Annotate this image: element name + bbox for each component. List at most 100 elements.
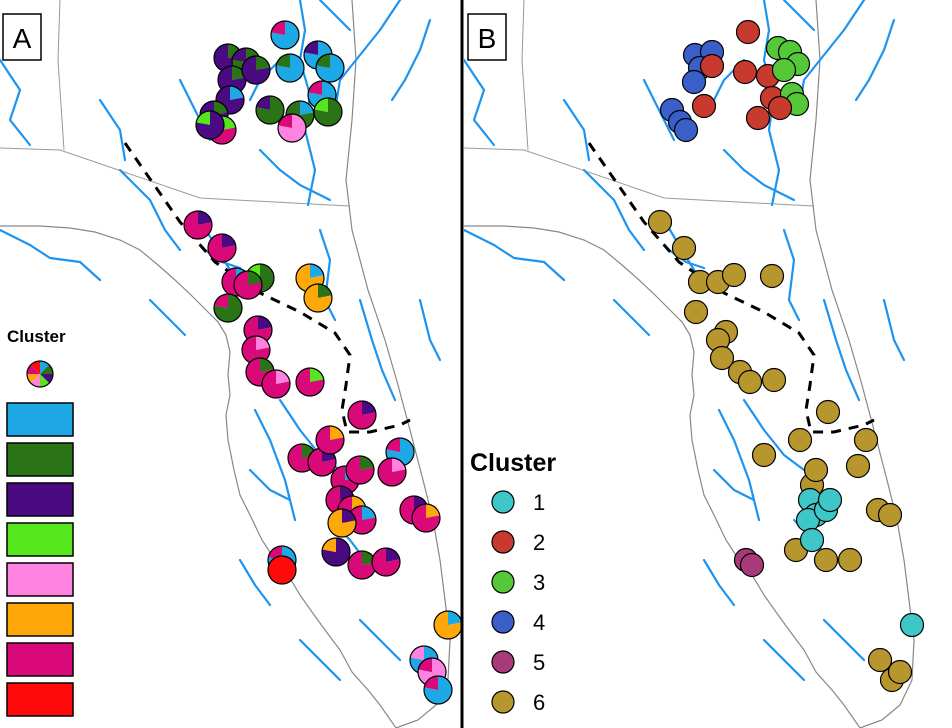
river: [702, 558, 736, 607]
legend-b-item: 1: [491, 490, 545, 515]
pie-outline: [195, 110, 225, 140]
pie-slice: [196, 111, 210, 125]
pie-slice: [214, 294, 228, 308]
pie-slice: [222, 234, 236, 248]
pie-slice: [248, 271, 262, 285]
pie-outline: [411, 503, 441, 533]
legend-dot: [491, 690, 515, 714]
cluster-dot: [899, 612, 925, 638]
cluster-dot: [877, 502, 903, 528]
pie-slice: [198, 211, 212, 225]
pie-slice: [328, 509, 356, 537]
pie-slice: [242, 56, 270, 84]
pie-outline: [423, 675, 453, 705]
legend-swatch: [6, 522, 74, 557]
site-pie: [207, 233, 237, 263]
legend-dot: [491, 570, 515, 594]
map-panel-a: [0, 0, 461, 728]
pie-slice: [278, 114, 307, 143]
legend-swatches: [6, 402, 74, 717]
site-pie: [277, 113, 307, 143]
legend-b-item: 3: [491, 570, 545, 595]
pie-slice: [230, 86, 244, 100]
pie-slice: [27, 364, 40, 374]
river: [358, 618, 402, 662]
state-boundaries: [464, 0, 815, 207]
river: [98, 98, 127, 162]
cluster-dot: [751, 442, 777, 468]
pie-slice: [242, 336, 270, 365]
site-pie: [213, 293, 243, 323]
cluster-dot: [767, 95, 793, 121]
pie-slice: [276, 54, 290, 68]
site-pie: [433, 610, 461, 640]
legend-swatch: [6, 562, 74, 597]
pie-slice: [330, 426, 344, 440]
river: [148, 298, 187, 337]
pie-slice: [262, 370, 290, 399]
pie-slice: [256, 96, 285, 125]
river: [822, 618, 866, 662]
river: [822, 298, 861, 402]
pie-outline: [255, 95, 285, 125]
cluster-dot: [787, 427, 813, 453]
river: [612, 298, 651, 337]
rivers: [464, 0, 906, 682]
river: [248, 468, 292, 502]
legend-swatch: [6, 402, 74, 437]
pie-slice: [386, 438, 400, 452]
pie-slice: [342, 509, 356, 523]
legend-b: Cluster 1 2 3 4 5 6: [470, 449, 556, 715]
legend-dot: [491, 490, 515, 514]
legend-b-label: 3: [533, 570, 545, 595]
pie-outline: [183, 210, 213, 240]
pie-slice: [40, 361, 50, 374]
panel-label-a: A: [2, 13, 42, 61]
cluster-dot: [721, 262, 747, 288]
pie-slice: [310, 368, 324, 382]
river: [762, 638, 806, 682]
legend-b-items: 1 2 3 4 5 6: [491, 490, 545, 715]
cluster-dot: [737, 369, 763, 395]
legend-a-title: Cluster: [7, 327, 66, 346]
pie-slice: [314, 98, 328, 112]
pie-slice: [434, 611, 461, 639]
legend-pie-chart: [26, 360, 54, 388]
cluster-dot: [867, 647, 893, 673]
cluster-dot: [813, 547, 839, 573]
cluster-dot: [817, 487, 843, 513]
river: [642, 78, 676, 142]
pie-slice: [40, 374, 53, 384]
pie-slice: [362, 401, 376, 415]
dashed-divide-line: [587, 142, 875, 434]
legend-b-item: 4: [491, 610, 545, 635]
river: [418, 298, 442, 362]
pie-slice: [30, 361, 40, 374]
pie-slice: [300, 101, 314, 115]
legend-swatch: [6, 602, 74, 637]
pie-slice: [232, 48, 246, 62]
legend-b-label: 5: [533, 650, 545, 675]
pie-slice: [360, 456, 374, 470]
river: [118, 168, 182, 252]
pie-outline: [315, 53, 345, 83]
legend-pie: [26, 360, 54, 388]
legend-dot: [491, 610, 515, 634]
pie-outline: [295, 367, 325, 397]
pie-slice: [392, 458, 406, 472]
pie-outline: [321, 537, 351, 567]
river: [782, 0, 816, 32]
river: [464, 228, 566, 282]
pie-slice: [304, 284, 332, 312]
river: [854, 18, 896, 102]
pie-slice: [184, 211, 212, 240]
pie-slice: [318, 284, 332, 298]
pie-outline: [241, 55, 271, 85]
pie-slice: [271, 21, 300, 50]
cluster-dot: [739, 552, 765, 578]
legend-b-title: Cluster: [470, 449, 556, 477]
river: [742, 398, 806, 472]
pie-slice: [256, 336, 270, 350]
legend-dot: [491, 650, 515, 674]
